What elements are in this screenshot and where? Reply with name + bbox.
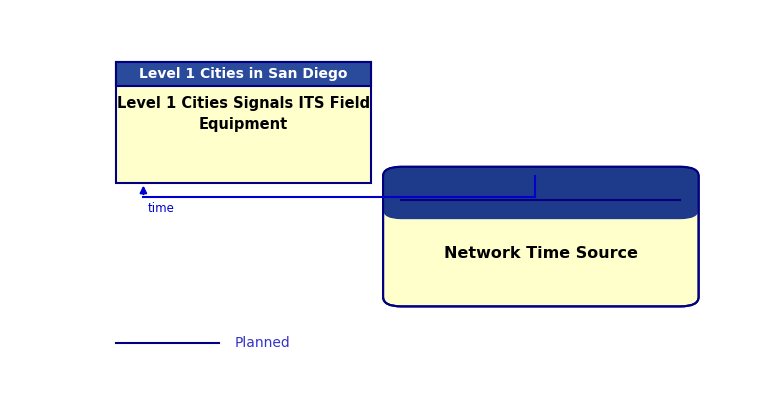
Bar xyxy=(116,62,371,86)
Bar xyxy=(116,62,371,183)
FancyBboxPatch shape xyxy=(383,167,698,307)
Bar xyxy=(406,199,675,210)
Text: Level 1 Cities in San Diego: Level 1 Cities in San Diego xyxy=(139,67,348,81)
Text: Network Time Source: Network Time Source xyxy=(444,246,638,261)
Text: Level 1 Cities Signals ITS Field
Equipment: Level 1 Cities Signals ITS Field Equipme… xyxy=(117,96,370,133)
FancyBboxPatch shape xyxy=(383,167,698,219)
Text: Planned: Planned xyxy=(234,336,290,350)
Text: time: time xyxy=(148,202,175,215)
